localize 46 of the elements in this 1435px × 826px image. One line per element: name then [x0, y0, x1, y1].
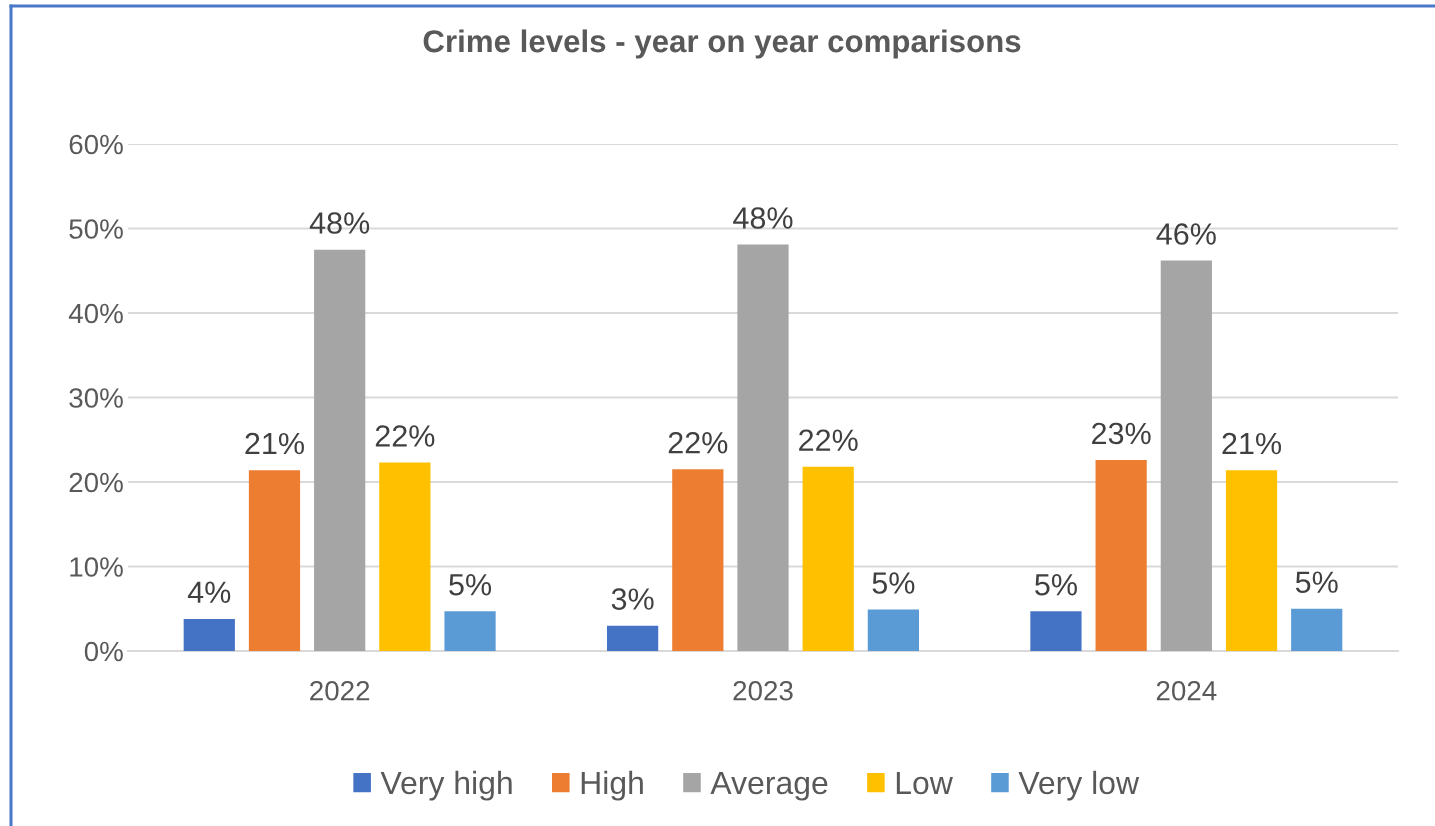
- x-tick-label: 2023: [733, 680, 793, 701]
- data-label: 5%: [1035, 574, 1077, 596]
- y-tick-label: 30%: [69, 388, 123, 408]
- y-tick-label: 60%: [69, 134, 123, 155]
- data-label: 46%: [1156, 223, 1216, 245]
- data-label: 48%: [309, 212, 370, 234]
- y-tick-label: 40%: [68, 303, 123, 324]
- legend-label: Average: [710, 771, 828, 801]
- bar: [444, 611, 496, 651]
- x-tick-label: 2024: [1156, 680, 1217, 701]
- legend-label: Low: [896, 771, 953, 795]
- bar: [737, 244, 789, 651]
- bar: [248, 470, 301, 651]
- bar: [1160, 260, 1212, 651]
- bar: [183, 618, 235, 651]
- data-label: 4%: [187, 581, 231, 604]
- data-label: 48%: [733, 207, 793, 229]
- data-label: 22%: [799, 429, 858, 451]
- legend-label: High: [581, 770, 643, 801]
- y-tick-label: 0%: [84, 641, 123, 662]
- bar: [607, 625, 659, 651]
- legend-label: Very low: [1018, 770, 1140, 801]
- y-tick-label: 50%: [69, 219, 123, 239]
- legend-label: Very high: [380, 770, 512, 801]
- data-label: 5%: [872, 572, 915, 594]
- bar: [379, 462, 431, 651]
- data-label: 21%: [245, 432, 304, 455]
- data-label: 3%: [611, 588, 654, 610]
- x-tick-label: 2022: [310, 680, 370, 701]
- bar: [1095, 460, 1147, 651]
- bar: [867, 609, 919, 651]
- data-label: 21%: [1222, 432, 1282, 455]
- data-label: 5%: [449, 574, 492, 596]
- y-tick-label: 20%: [69, 472, 123, 493]
- bar: [1291, 608, 1343, 651]
- bar: [1030, 611, 1082, 651]
- data-label: 22%: [375, 425, 435, 447]
- y-tick-label: 10%: [70, 557, 123, 577]
- chart-title: Crime levels - year on year comparisons: [423, 29, 1021, 59]
- bar: [1225, 470, 1278, 651]
- data-label: 5%: [1295, 571, 1338, 593]
- data-label: 22%: [668, 431, 728, 454]
- bar: [314, 249, 366, 651]
- data-label: 23%: [1092, 422, 1151, 445]
- bar: [672, 469, 724, 651]
- bar: [802, 466, 854, 651]
